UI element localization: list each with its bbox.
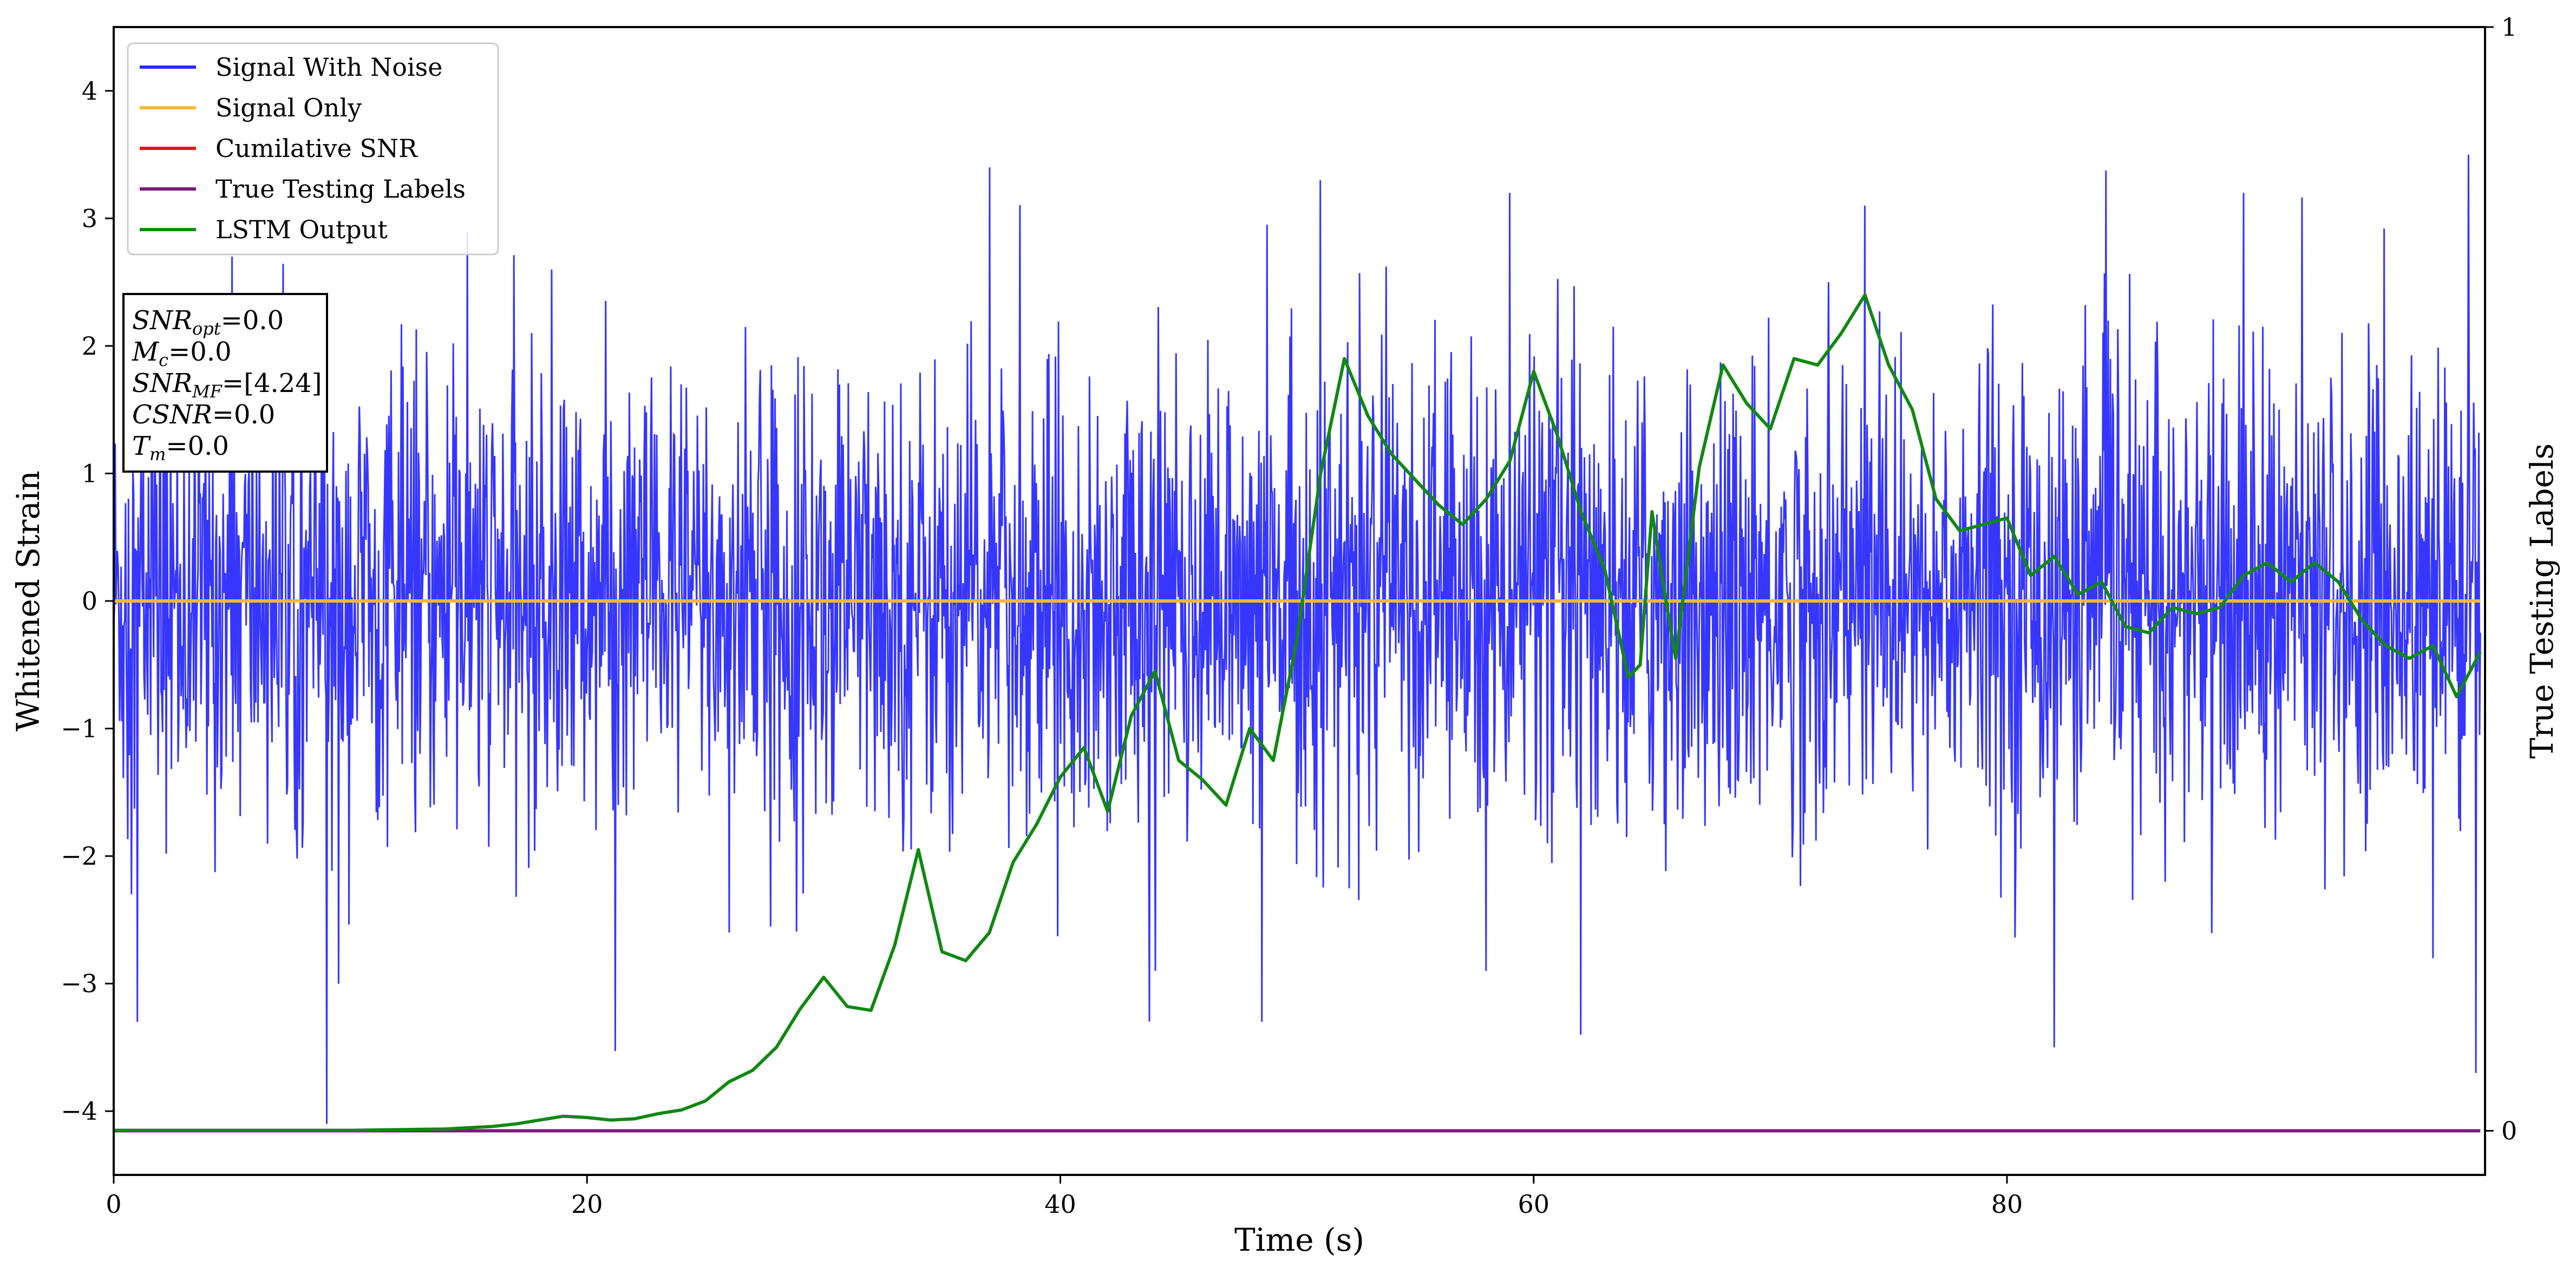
- x-tick-label: 60: [1518, 1190, 1549, 1219]
- y-tick-label: −2: [61, 841, 97, 871]
- legend-entry-label: Signal With Noise: [215, 53, 442, 82]
- y-tick-label: 2: [82, 331, 97, 361]
- x-tick-label: 0: [106, 1190, 121, 1219]
- y-tick-label: 1: [82, 459, 97, 488]
- y2-tick-label: 1: [2501, 12, 2517, 42]
- info-line: CSNR=0.0: [132, 400, 275, 430]
- info-box: SNRopt=0.0Mc=0.0SNRMF=[4.24]CSNR=0.0Tm=0…: [122, 293, 328, 473]
- y-tick-label: 4: [82, 76, 97, 106]
- x-axis: 0 20 40 60 80: [106, 1175, 2023, 1219]
- info-box-border: [122, 293, 328, 473]
- legend-entry-label: Cumilative SNR: [215, 134, 418, 163]
- legend-entry-label: LSTM Output: [215, 215, 388, 244]
- y2-axis-label: True Testing Labels: [2523, 443, 2560, 759]
- x-tick-label: 20: [571, 1190, 603, 1219]
- y-axis-label: Whitened Strain: [10, 471, 47, 731]
- y-axis-left: −4 −3 −2 −1 0 1 2 3 4: [61, 76, 114, 1126]
- legend-entry-label: Signal Only: [215, 93, 362, 122]
- y-tick-label: −3: [61, 969, 97, 998]
- x-tick-label: 80: [1991, 1190, 2023, 1219]
- y-axis-right: 01: [2485, 12, 2517, 1145]
- y-tick-label: 0: [82, 586, 97, 616]
- lstm-output-line: [114, 293, 2482, 1132]
- plot-area: [114, 154, 2482, 1133]
- y-tick-label: 3: [82, 204, 97, 233]
- legend-entry-label: True Testing Labels: [215, 174, 466, 204]
- x-tick-label: 40: [1044, 1190, 1076, 1219]
- legend: Signal With Noise Signal Only Cumilative S…: [127, 42, 499, 256]
- info-line: Tm=0.0: [132, 431, 229, 465]
- info-line: Mc=0.0: [132, 337, 232, 370]
- noise-trace: [114, 154, 2481, 1124]
- info-line: SNRMF=[4.24]: [132, 368, 322, 402]
- info-line: SNRopt=0.0: [132, 305, 284, 339]
- y2-tick-label: 0: [2501, 1116, 2517, 1145]
- legend-box: [127, 42, 499, 256]
- y-tick-label: −4: [61, 1096, 97, 1126]
- signal-with-noise-line: [114, 154, 2481, 1124]
- y-tick-label: −1: [61, 714, 97, 743]
- x-axis-label: Time (s): [1234, 1221, 1364, 1258]
